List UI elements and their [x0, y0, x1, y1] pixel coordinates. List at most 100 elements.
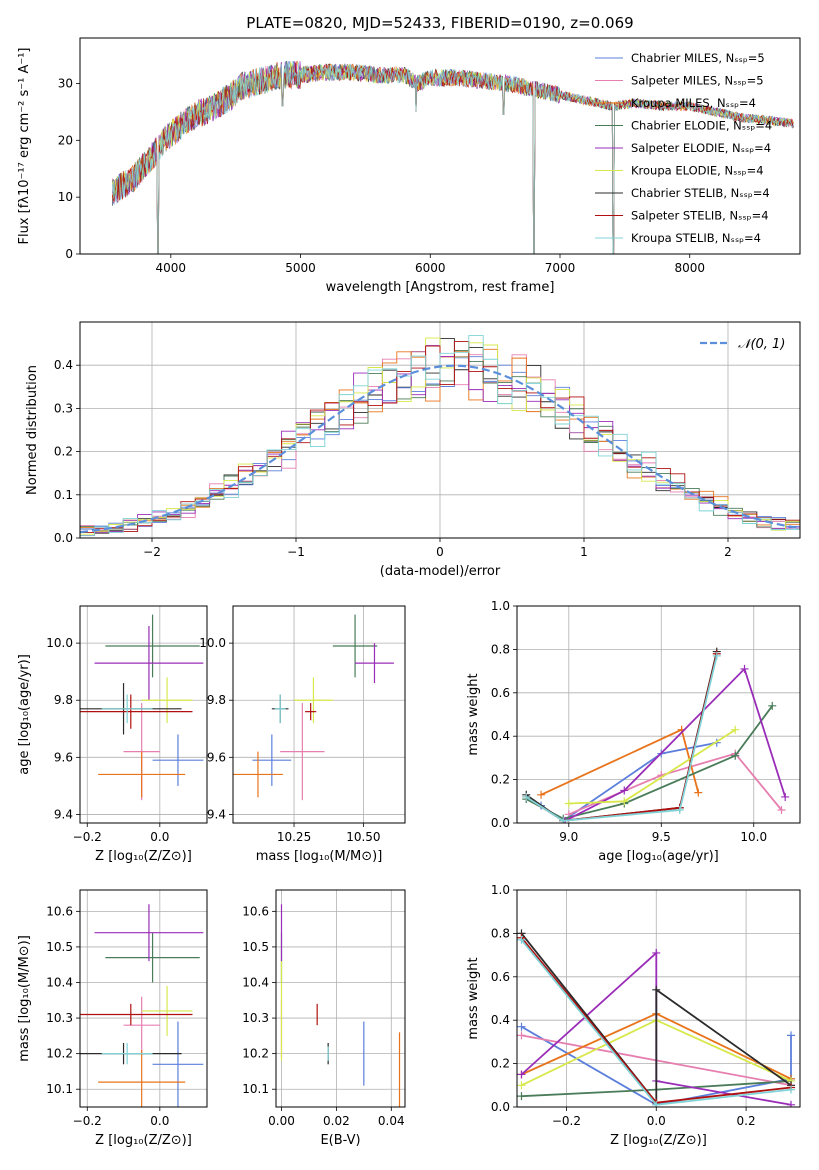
y-tick-label: 0.8: [491, 926, 510, 940]
x-tick-label: −1: [287, 545, 305, 559]
y-tick-label: 10.0: [46, 636, 73, 650]
weight-marker: [768, 701, 777, 710]
x-axis-label: mass [log₁₀(M/M⊙)]: [256, 849, 383, 864]
weight-series-7: [525, 653, 718, 822]
weight-series-6: [520, 932, 792, 1106]
legend-label: Salpeter MILES, Nₛₛₚ=5: [631, 74, 764, 88]
y-tick-label: 0.4: [491, 1013, 510, 1027]
spectrum-series-2: [112, 61, 794, 254]
x-tick-label: 9.5: [652, 830, 671, 844]
legend-label: Kroupa MILES, Nₛₛₚ=4: [631, 96, 756, 110]
weight-marker: [675, 805, 684, 814]
y-tick-label: 10.4: [46, 975, 73, 989]
y-tick-label: 30: [58, 76, 73, 90]
legend-label: Chabrier STELIB, Nₛₛₚ=4: [631, 186, 770, 200]
y-tick-label: 0: [65, 247, 73, 261]
y-tick-label: 0.1: [54, 488, 73, 502]
weight-series-1: [568, 752, 783, 816]
x-tick-label: 0.00: [268, 1114, 295, 1128]
spectrum-series-4: [112, 61, 794, 254]
plot-area: [112, 60, 794, 254]
x-tick-label: 0.2: [737, 1114, 756, 1128]
y-tick-label: 0.6: [491, 970, 510, 984]
axes-frame: [275, 889, 406, 1108]
x-axis-label: Z [log₁₀(Z/Z⊙)]: [95, 1133, 192, 1148]
x-tick-label: 10.50: [346, 830, 380, 844]
y-tick-label: 10.6: [46, 904, 73, 918]
axes-frame: [79, 889, 208, 1108]
x-axis-label: Z [log₁₀(Z/Z⊙)]: [95, 849, 192, 864]
weight-marker: [517, 1081, 526, 1090]
legend-label: Kroupa ELODIE, Nₛₛₚ=4: [631, 164, 764, 178]
plot-area: [233, 614, 394, 801]
x-tick-label: 0.02: [323, 1114, 350, 1128]
x-tick-label: 6000: [415, 261, 446, 275]
weight-marker: [620, 786, 629, 795]
x-tick-label: 9.0: [559, 830, 578, 844]
x-tick-label: 0.0: [647, 1114, 666, 1128]
panel-massweight_vs_Z: −0.2 0.0 0.2 0.0 0.2 0.4 0.6 0.8 1.0 Z [log₁₀(Z/Z…: [466, 883, 801, 1148]
legend-label: Salpeter ELODIE, Nₛₛₚ=4: [631, 141, 771, 155]
y-tick-label: 9.8: [54, 693, 73, 707]
x-tick-label: 8000: [674, 261, 705, 275]
x-tick-label: 0.0: [150, 1114, 169, 1128]
y-tick-label: 0.4: [491, 729, 510, 743]
x-axis-label: (data-model)/error: [380, 564, 501, 579]
x-tick-label: −0.2: [73, 830, 102, 844]
spectrum-series-0: [112, 60, 794, 254]
y-tick-label: 10.4: [242, 975, 269, 989]
panel-spectrum: 4000 5000 6000 7000 8000 0 10 20 30 wavelength [A…: [17, 37, 801, 295]
x-axis-label: Z [log₁₀(Z/Z⊙)]: [610, 1133, 707, 1148]
legend-label: Salpeter STELIB, Nₛₛₚ=4: [631, 209, 769, 223]
y-tick-label: 0.2: [54, 445, 73, 459]
plot-area: [80, 334, 800, 537]
weight-marker: [787, 1031, 796, 1040]
weight-marker: [517, 1070, 526, 1079]
axes-frame: [79, 321, 801, 539]
weight-marker: [564, 799, 573, 808]
y-axis-label: Normed distribution: [25, 365, 40, 495]
y-tick-label: 1.0: [491, 599, 510, 613]
panel-age_vs_Z: −0.2 0.0 9.4 9.6 9.8 10.0 Z [log₁₀(Z/Z⊙)] age […: [17, 605, 208, 864]
y-tick-label: 10.2: [242, 1047, 269, 1061]
y-tick-label: 10.3: [242, 1011, 269, 1025]
x-tick-label: 10.0: [740, 830, 767, 844]
y-tick-label: 0.4: [54, 358, 73, 372]
plot-area: [280, 904, 401, 1107]
x-axis-label: E(B-V): [320, 1133, 360, 1148]
axes-frame: [79, 37, 801, 255]
panel-massweight_vs_age: 9.0 9.5 10.0 0.0 0.2 0.4 0.6 0.8 1.0 age [log₁₀(a…: [466, 599, 801, 864]
weight-marker: [787, 1085, 796, 1094]
y-tick-label: 0.8: [491, 642, 510, 656]
y-tick-label: 10.1: [46, 1082, 73, 1096]
weight-marker: [517, 1092, 526, 1101]
y-tick-label: 0.6: [491, 686, 510, 700]
weight-marker: [620, 797, 629, 806]
weight-marker: [652, 1100, 661, 1107]
weight-marker: [731, 725, 740, 734]
weight-marker: [517, 1031, 526, 1040]
y-tick-label: 9.4: [54, 807, 73, 821]
spectrum-series-8: [112, 61, 794, 254]
spectrum-series-1: [112, 61, 794, 254]
y-tick-label: 10.0: [199, 636, 226, 650]
y-tick-label: 0.0: [491, 1100, 510, 1114]
x-tick-label: −0.2: [552, 1114, 581, 1128]
axes-frame: [516, 605, 801, 824]
y-tick-label: 9.6: [54, 750, 73, 764]
y-axis-label: mass [log₁₀(M/M⊙)]: [17, 935, 32, 1062]
x-tick-label: −0.2: [73, 1114, 102, 1128]
weight-marker: [781, 792, 790, 801]
plot-area: [522, 647, 790, 823]
spectrum-series-3: [112, 61, 794, 254]
y-axis-label: Flux [fλ10⁻¹⁷ erg cm⁻² s⁻¹ A⁻¹]: [17, 48, 32, 245]
y-tick-label: 9.4: [207, 807, 226, 821]
plot-area: [517, 929, 796, 1107]
x-axis-label: wavelength [Angstrom, rest frame]: [326, 280, 555, 295]
y-axis-label: age [log₁₀(age/yr)]: [17, 654, 32, 775]
legend-label: Kroupa STELIB, Nₛₛₚ=4: [631, 231, 761, 245]
y-tick-label: 10.3: [46, 1011, 73, 1025]
panel-mass_vs_Z: −0.2 0.0 10.1 10.2 10.3 10.4 10.5 10.6 Z [log₁₀(…: [17, 889, 208, 1148]
weight-series-4: [564, 667, 787, 822]
plot-area: [80, 614, 204, 801]
